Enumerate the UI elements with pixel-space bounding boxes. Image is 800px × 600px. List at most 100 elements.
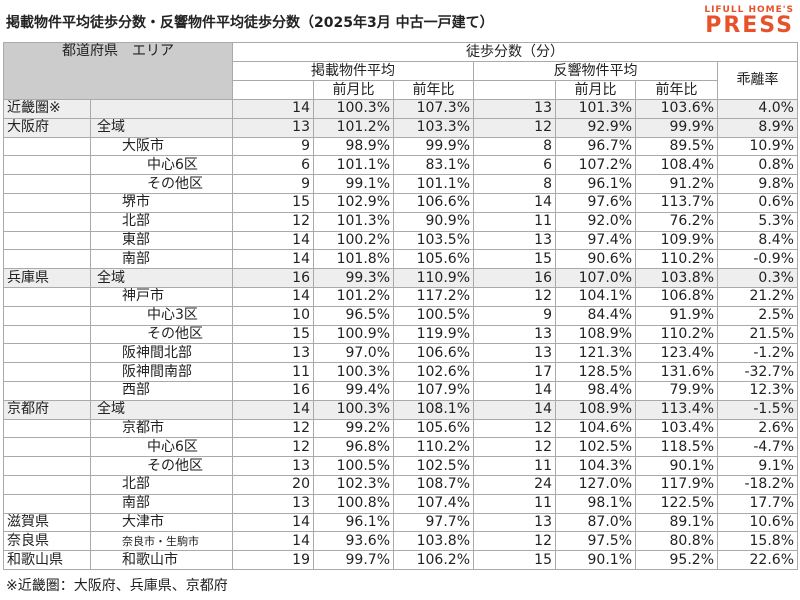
value-cell: 103.3% <box>393 117 474 138</box>
header-cell: 徒歩分数（分） <box>232 42 798 62</box>
value-cell: 9 <box>232 174 314 194</box>
value-cell: 83.1% <box>393 155 474 176</box>
area-cell: 神戸市 <box>90 286 233 307</box>
value-cell: 79.9% <box>635 380 718 401</box>
area-cell <box>90 99 233 119</box>
value-cell: 9 <box>232 136 314 157</box>
value-cell: 0.6% <box>717 192 798 213</box>
header-cell: 前年比 <box>393 80 474 100</box>
value-cell: 5.3% <box>717 211 798 232</box>
value-cell: 102.5% <box>555 437 636 458</box>
value-cell: 14 <box>232 399 314 420</box>
value-cell: 9.1% <box>717 456 798 476</box>
value-cell: 13 <box>232 493 314 514</box>
pref-cell <box>3 324 91 345</box>
value-cell: 117.9% <box>635 474 718 495</box>
value-cell: 104.6% <box>555 418 636 439</box>
value-cell: 100.2% <box>313 230 394 251</box>
value-cell: 91.9% <box>635 305 718 326</box>
area-cell: 全域 <box>90 117 233 138</box>
pref-cell: 京都府 <box>3 399 91 420</box>
value-cell: 99.7% <box>313 550 394 570</box>
pref-cell <box>3 305 91 326</box>
pref-cell: 奈良県 <box>3 531 91 552</box>
value-cell: 10.6% <box>717 512 798 533</box>
value-cell: 6 <box>473 155 556 176</box>
area-cell: その他区 <box>90 324 233 345</box>
value-cell: 118.5% <box>635 437 718 458</box>
pref-cell: 和歌山県 <box>3 550 91 570</box>
area-cell: 中心6区 <box>90 155 233 176</box>
value-cell: 13 <box>232 343 314 364</box>
pref-cell <box>3 456 91 476</box>
value-cell: 13 <box>473 512 556 533</box>
value-cell: 99.9% <box>635 117 718 138</box>
value-cell: 98.9% <box>313 136 394 157</box>
value-cell: 96.1% <box>313 512 394 533</box>
value-cell: 106.6% <box>393 192 474 213</box>
value-cell: 12 <box>473 437 556 458</box>
value-cell: 97.4% <box>555 230 636 251</box>
value-cell: 107.4% <box>393 493 474 514</box>
value-cell: 0.8% <box>717 155 798 176</box>
value-cell: 4.0% <box>717 99 798 119</box>
value-cell: 119.9% <box>393 324 474 345</box>
header-cell: 前月比 <box>313 80 394 100</box>
value-cell: 99.1% <box>313 174 394 194</box>
value-cell: 16 <box>473 268 556 288</box>
area-cell: 西部 <box>90 380 233 401</box>
area-cell: 南部 <box>90 249 233 270</box>
value-cell: 91.2% <box>635 174 718 194</box>
value-cell: 99.4% <box>313 380 394 401</box>
value-cell: 0.3% <box>717 268 798 288</box>
value-cell: 103.4% <box>635 418 718 439</box>
value-cell: 108.7% <box>393 474 474 495</box>
value-cell: 101.8% <box>313 249 394 270</box>
value-cell: 90.1% <box>555 550 636 570</box>
value-cell: 106.8% <box>635 286 718 307</box>
value-cell: 122.5% <box>635 493 718 514</box>
value-cell: 99.9% <box>393 136 474 157</box>
value-cell: 14 <box>232 230 314 251</box>
pref-cell: 近畿圏※ <box>3 99 91 119</box>
value-cell: 95.2% <box>635 550 718 570</box>
table-row: 中心6区 12 96.8% 110.2% 12 102.5% 118.5% -4.7% <box>3 437 798 458</box>
value-cell: 101.1% <box>313 155 394 176</box>
value-cell: 107.0% <box>555 268 636 288</box>
table-row: 和歌山県 和歌山市 19 99.7% 106.2% 15 90.1% 95.2% 22.6% <box>3 550 798 570</box>
value-cell: 107.3% <box>393 99 474 119</box>
value-cell: 8 <box>473 136 556 157</box>
value-cell: 104.1% <box>555 286 636 307</box>
value-cell: 9.8% <box>717 174 798 194</box>
table-row: その他区 9 99.1% 101.1% 8 96.1% 91.2% 9.8% <box>3 174 798 194</box>
value-cell: 106.2% <box>393 550 474 570</box>
value-cell: 14 <box>232 512 314 533</box>
value-cell: 13 <box>473 99 556 119</box>
pref-cell: 滋賀県 <box>3 512 91 533</box>
table-row: 京都府 全域 14 100.3% 108.1% 14 108.9% 113.4% -1.5% <box>3 399 798 420</box>
value-cell: 101.2% <box>313 117 394 138</box>
area-cell: 阪神間北部 <box>90 343 233 364</box>
pref-cell <box>3 474 91 495</box>
value-cell: 12 <box>232 211 314 232</box>
value-cell: 97.6% <box>555 192 636 213</box>
value-cell: 103.8% <box>635 268 718 288</box>
table-row: 東部 14 100.2% 103.5% 13 97.4% 109.9% 8.4% <box>3 230 798 251</box>
value-cell: 127.0% <box>555 474 636 495</box>
value-cell: 110.9% <box>393 268 474 288</box>
value-cell: 121.3% <box>555 343 636 364</box>
area-cell: その他区 <box>90 174 233 194</box>
value-cell: 97.7% <box>393 512 474 533</box>
pref-cell <box>3 286 91 307</box>
value-cell: 128.5% <box>555 362 636 382</box>
area-cell: 北部 <box>90 474 233 495</box>
value-cell: 100.5% <box>393 305 474 326</box>
value-cell: 13 <box>232 117 314 138</box>
value-cell: 108.1% <box>393 399 474 420</box>
header-cell: 前月比 <box>555 80 636 100</box>
header-cell <box>232 80 314 100</box>
table-row: 北部 12 101.3% 90.9% 11 92.0% 76.2% 5.3% <box>3 211 798 232</box>
value-cell: 100.8% <box>313 493 394 514</box>
value-cell: 103.6% <box>635 99 718 119</box>
table-row: 阪神間南部 11 100.3% 102.6% 17 128.5% 131.6% -32.7% <box>3 362 798 382</box>
